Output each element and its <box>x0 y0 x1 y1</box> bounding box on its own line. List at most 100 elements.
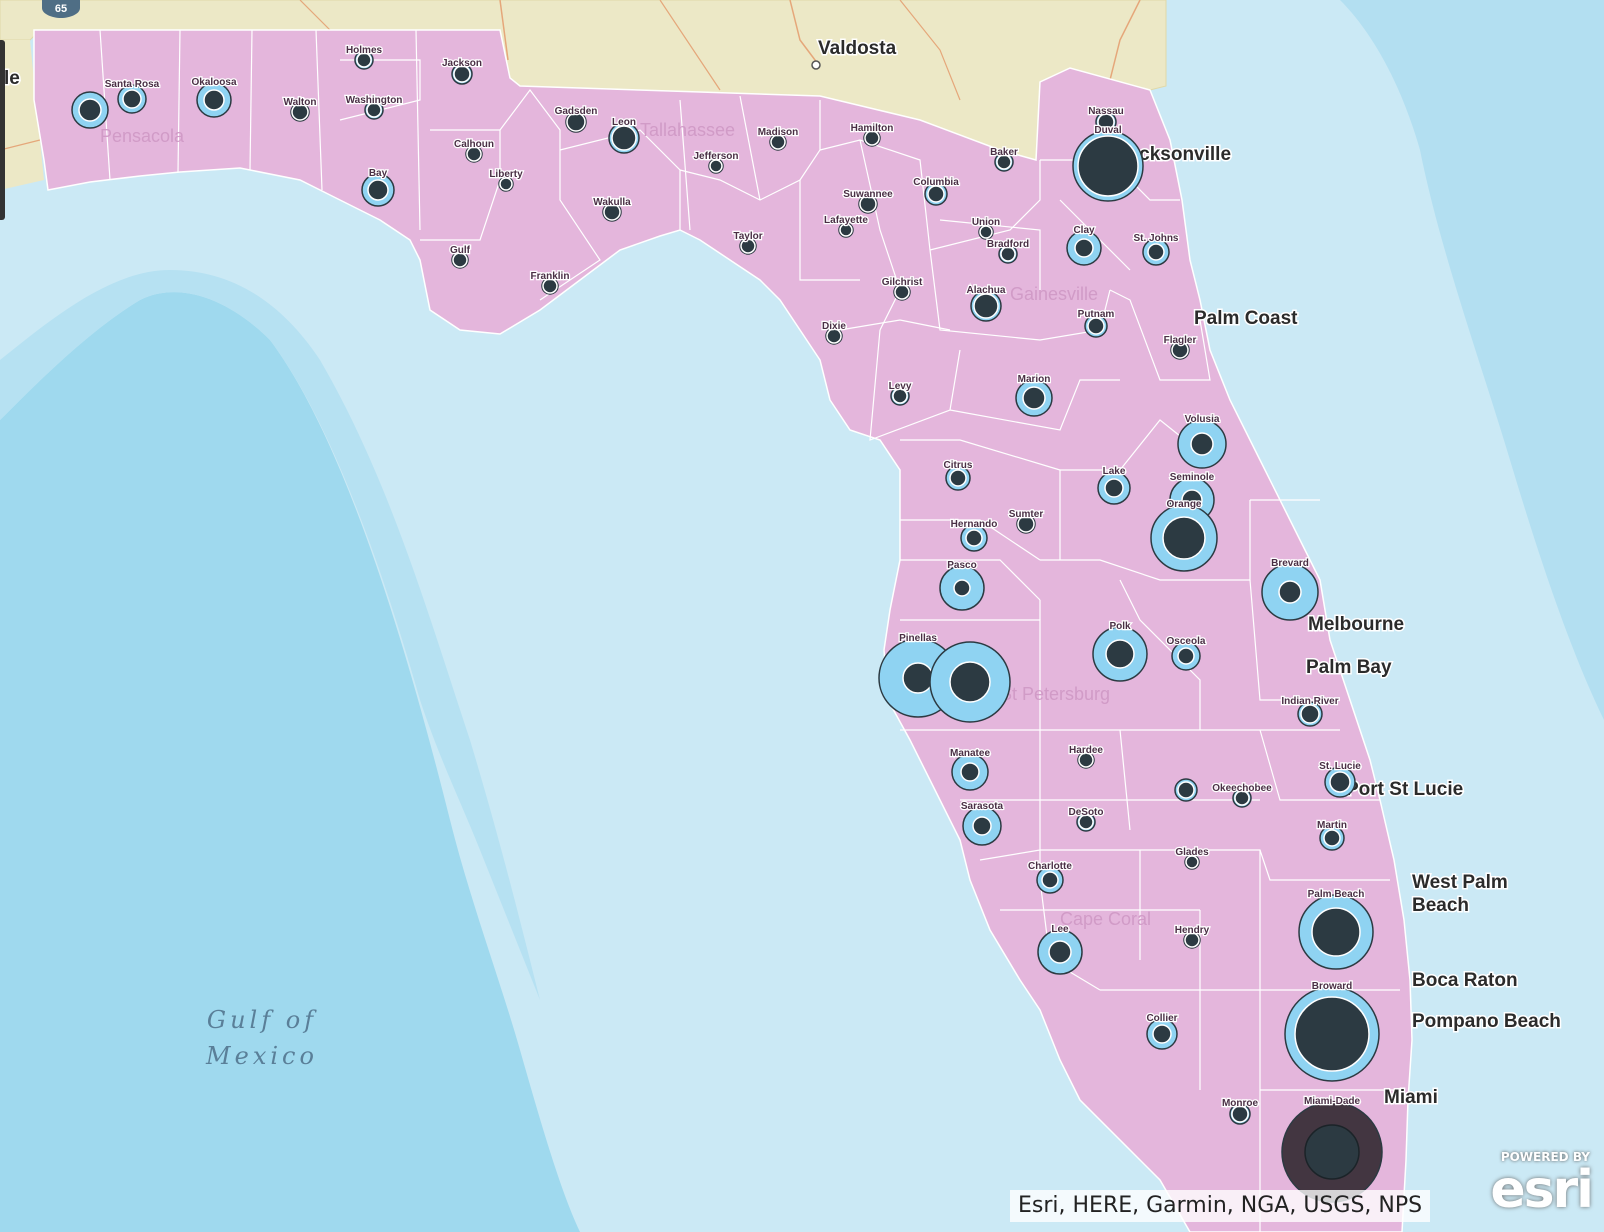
bubble-inner[interactable] <box>1105 639 1135 669</box>
county-bubble[interactable]: Nassau <box>1087 105 1125 133</box>
bubble-inner[interactable] <box>1041 871 1059 889</box>
county-bubble[interactable]: Walton <box>282 96 318 122</box>
bubble-inner[interactable] <box>973 293 999 319</box>
county-bubble[interactable]: St. Johns <box>1132 232 1180 266</box>
county-bubble[interactable]: Monroe <box>1221 1097 1260 1125</box>
bubble-inner[interactable] <box>1152 1024 1172 1044</box>
county-bubble[interactable]: Pasco <box>939 559 985 611</box>
bubble-inner[interactable] <box>542 278 558 294</box>
county-bubble[interactable]: Hernando <box>949 518 999 552</box>
bubble-inner[interactable] <box>996 154 1012 170</box>
bubble-inner[interactable] <box>1311 907 1361 957</box>
bubble-inner[interactable] <box>452 252 468 268</box>
bubble-inner[interactable] <box>1184 932 1200 948</box>
county-bubble[interactable]: Calhoun <box>453 138 495 163</box>
county-bubble[interactable]: Orange <box>1150 498 1218 572</box>
bubble-inner[interactable] <box>1147 243 1165 261</box>
bubble-inner[interactable] <box>892 388 908 404</box>
county-bubble[interactable]: Sarasota <box>960 800 1005 846</box>
county-bubble[interactable]: Leon <box>608 116 640 154</box>
county-bubble[interactable]: Manatee <box>949 747 992 791</box>
bubble-inner[interactable] <box>864 130 880 146</box>
bubble-inner[interactable] <box>122 89 142 109</box>
county-bubble[interactable]: Martin <box>1316 819 1348 851</box>
bubble-inner[interactable] <box>1162 516 1206 560</box>
bubble-inner[interactable] <box>953 579 971 597</box>
bubble-inner[interactable] <box>770 134 786 150</box>
bubble-inner[interactable] <box>1077 135 1139 197</box>
county-bubble[interactable]: Dixie <box>821 320 848 345</box>
bubble-inner[interactable] <box>972 816 992 836</box>
bubble-inner[interactable] <box>965 529 983 547</box>
county-bubble[interactable]: Indian River <box>1280 695 1340 727</box>
bubble-inner[interactable] <box>611 125 637 151</box>
bubble-inner[interactable] <box>1078 752 1094 768</box>
bubble-inner[interactable] <box>367 179 389 201</box>
county-bubble[interactable]: Osceola <box>1165 635 1207 671</box>
bubble-inner[interactable] <box>1177 647 1195 665</box>
bubble-inner[interactable] <box>1185 855 1199 869</box>
county-bubble[interactable]: Holmes <box>345 44 384 70</box>
bubble-inner[interactable] <box>1278 580 1302 604</box>
county-bubble[interactable]: Glades <box>1174 846 1210 870</box>
bubble-inner[interactable] <box>1190 432 1214 456</box>
bubble-inner[interactable] <box>1022 386 1046 410</box>
county-bubble[interactable]: Hendry <box>1174 924 1211 949</box>
bubble-inner[interactable] <box>1329 771 1351 793</box>
county-bubble[interactable]: Gulf <box>449 244 472 269</box>
county-bubble[interactable]: Santa Rosa <box>104 78 161 114</box>
bubble-inner[interactable] <box>1231 1105 1249 1123</box>
bubble-inner[interactable] <box>979 225 993 239</box>
county-bubble[interactable]: Columbia <box>912 176 960 206</box>
county-bubble[interactable]: Jackson <box>441 57 483 85</box>
county-bubble[interactable]: Brevard <box>1261 557 1319 621</box>
bubble-inner[interactable] <box>1017 515 1035 533</box>
county-bubble[interactable]: Lake <box>1097 465 1131 505</box>
county-bubble[interactable]: Franklin <box>529 270 571 295</box>
bubble-inner[interactable] <box>1304 1124 1360 1180</box>
bubble-inner[interactable] <box>466 146 482 162</box>
county-bubble[interactable] <box>71 91 109 129</box>
bubble-inner[interactable] <box>566 112 586 132</box>
county-bubble[interactable]: Palm Beach <box>1298 888 1374 970</box>
bubble-inner[interactable] <box>1000 246 1016 262</box>
bubble-inner[interactable] <box>927 185 945 203</box>
bubble-inner[interactable] <box>859 195 877 213</box>
bubble-inner[interactable] <box>603 203 621 221</box>
county-bubble[interactable]: Flagler <box>1162 334 1198 360</box>
bubble-inner[interactable] <box>839 223 853 237</box>
county-bubble[interactable]: Okaloosa <box>190 76 238 118</box>
county-bubble[interactable]: Volusia <box>1177 413 1227 469</box>
bubble-inner[interactable] <box>1097 113 1115 131</box>
county-bubble[interactable]: Gilchrist <box>880 276 924 301</box>
county-bubble[interactable]: Baker <box>989 146 1019 172</box>
county-bubble[interactable]: Marion <box>1015 373 1053 417</box>
bubble-inner[interactable] <box>826 328 842 344</box>
bubble-inner[interactable] <box>356 52 372 68</box>
bubble-inner[interactable] <box>1078 814 1094 830</box>
county-bubble[interactable]: Jefferson <box>692 150 740 174</box>
county-bubble[interactable]: Suwannee <box>842 188 894 214</box>
bubble-inner[interactable] <box>1087 317 1105 335</box>
bubble-inner[interactable] <box>709 159 723 173</box>
county-bubble[interactable]: Lafayette <box>823 214 870 238</box>
county-bubble[interactable]: Wakulla <box>592 196 632 222</box>
county-bubble[interactable]: Gadsden <box>553 105 599 133</box>
bubble-inner[interactable] <box>1074 238 1094 258</box>
bubble-inner[interactable] <box>1171 341 1189 359</box>
bubble-inner[interactable] <box>949 661 991 703</box>
county-bubble[interactable]: Charlotte <box>1027 860 1074 894</box>
county-bubble[interactable]: Madison <box>756 126 800 151</box>
county-bubble[interactable]: Broward <box>1284 980 1380 1082</box>
bubble-inner[interactable] <box>78 98 102 122</box>
county-bubble[interactable]: Polk <box>1092 620 1148 682</box>
bubble-inner[interactable] <box>1234 790 1250 806</box>
bubble-inner[interactable] <box>366 102 382 118</box>
bubble-inner[interactable] <box>499 177 513 191</box>
bubble-inner[interactable] <box>1300 704 1320 724</box>
county-bubble[interactable]: Hardee <box>1068 744 1105 769</box>
county-bubble[interactable]: Taylor <box>732 230 764 255</box>
county-bubble[interactable]: Clay <box>1066 224 1102 266</box>
county-bubble[interactable]: Hamilton <box>849 122 895 147</box>
county-bubble[interactable]: St. Lucie <box>1318 760 1363 798</box>
